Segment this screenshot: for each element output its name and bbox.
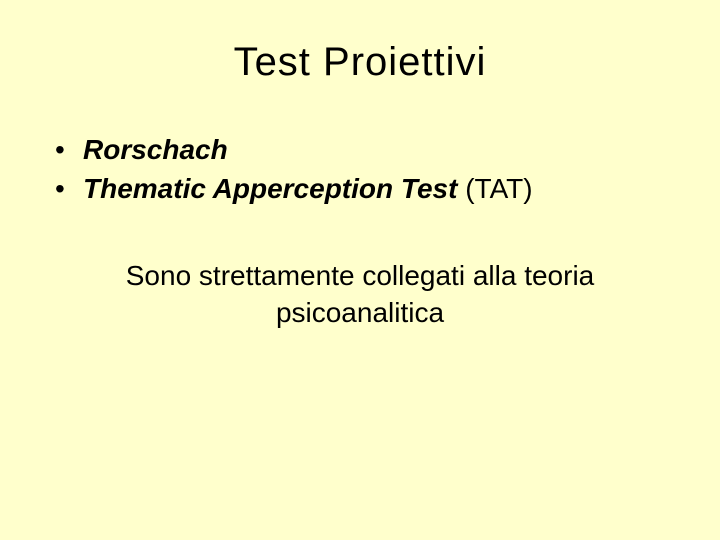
bullet-list: Rorschach Thematic Apperception Test (TA… [55,130,680,208]
slide-container: Test Proiettivi Rorschach Thematic Apper… [0,0,720,540]
bullet-bold-text: Rorschach [83,134,228,165]
bullet-bold-text: Thematic Apperception Test [83,173,457,204]
slide-title: Test Proiettivi [40,40,680,85]
footer-text: Sono strettamente collegati alla teoria … [40,258,680,331]
list-item: Rorschach [55,130,680,169]
bullet-normal-text: (TAT) [457,173,532,204]
footer-line-2: psicoanalitica [276,297,444,328]
footer-line-1: Sono strettamente collegati alla teoria [126,260,595,291]
list-item: Thematic Apperception Test (TAT) [55,169,680,208]
